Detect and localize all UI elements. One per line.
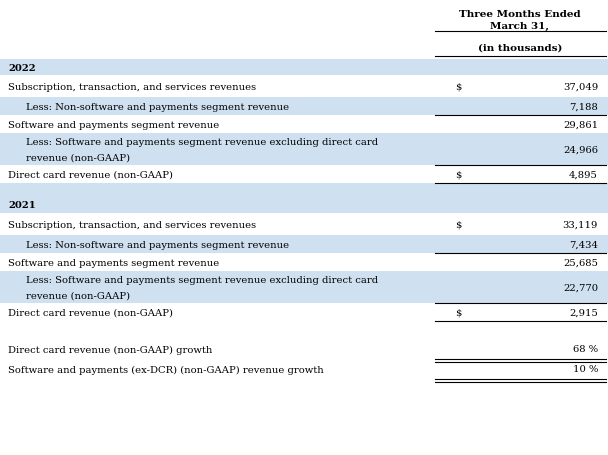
Bar [0,134,608,166]
Text: 33,119: 33,119 [562,220,598,229]
Text: 2022: 2022 [8,63,36,72]
Text: 7,188: 7,188 [569,102,598,111]
Text: Software and payments (ex-DCR) (non-GAAP) revenue growth: Software and payments (ex-DCR) (non-GAAP… [8,364,323,374]
Text: $: $ [455,82,461,91]
Bar [0,60,608,76]
Text: revenue (non-GAAP): revenue (non-GAAP) [26,154,130,162]
Bar [0,236,608,253]
Text: 37,049: 37,049 [563,82,598,91]
Text: March 31,: March 31, [491,22,550,31]
Text: 24,966: 24,966 [563,145,598,154]
Text: Three Months Ended: Three Months Ended [459,10,581,19]
Bar [0,98,608,116]
Text: 68 %: 68 % [573,345,598,354]
Text: 4,895: 4,895 [569,170,598,179]
Bar [0,271,608,303]
Text: Direct card revenue (non-GAAP): Direct card revenue (non-GAAP) [8,170,173,179]
Text: Subscription, transaction, and services revenues: Subscription, transaction, and services … [8,82,256,91]
Text: Less: Non-software and payments segment revenue: Less: Non-software and payments segment … [26,102,289,111]
Text: Direct card revenue (non-GAAP): Direct card revenue (non-GAAP) [8,308,173,317]
Text: $: $ [455,220,461,229]
Text: 22,770: 22,770 [563,283,598,292]
Text: $: $ [455,308,461,317]
Bar [0,184,608,197]
Text: Software and payments segment revenue: Software and payments segment revenue [8,258,219,267]
Text: 10 %: 10 % [573,365,598,374]
Text: 2,915: 2,915 [569,308,598,317]
Text: Less: Software and payments segment revenue excluding direct card: Less: Software and payments segment reve… [26,138,378,147]
Text: Less: Non-software and payments segment revenue: Less: Non-software and payments segment … [26,240,289,249]
Bar [0,197,608,213]
Text: Subscription, transaction, and services revenues: Subscription, transaction, and services … [8,220,256,229]
Text: $: $ [455,170,461,179]
Text: Direct card revenue (non-GAAP) growth: Direct card revenue (non-GAAP) growth [8,345,212,354]
Text: 25,685: 25,685 [563,258,598,267]
Text: revenue (non-GAAP): revenue (non-GAAP) [26,291,130,300]
Text: Software and payments segment revenue: Software and payments segment revenue [8,120,219,129]
Text: 29,861: 29,861 [563,120,598,129]
Text: Less: Software and payments segment revenue excluding direct card: Less: Software and payments segment reve… [26,275,378,284]
Text: 2021: 2021 [8,201,36,210]
Text: 7,434: 7,434 [569,240,598,249]
Text: (in thousands): (in thousands) [478,44,562,53]
